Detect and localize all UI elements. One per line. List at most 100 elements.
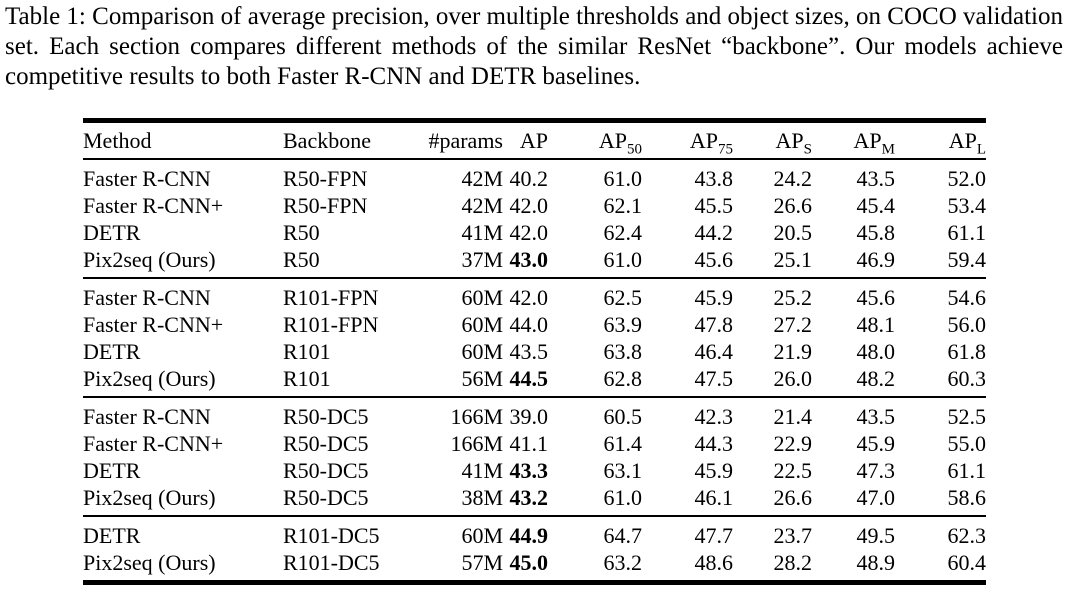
cell-aps: 24.2 [773,166,813,191]
cell-params: 166M [450,431,503,456]
table-section-r50-dc5: Faster R-CNN R50-DC5 166M 39.0 60.5 42.3 21.4 4… [83,397,986,516]
cell-apl: 55.0 [947,431,987,456]
cell-aps: 26.0 [773,366,813,391]
cell-apm: 45.9 [856,431,896,456]
cell-aps: 21.4 [773,404,813,429]
cell-backbone: R101 [283,366,331,391]
cell-ap: 42.0 [509,220,549,245]
table-row: DETR R50-DC5 41M 43.3 63.1 45.9 22.5 47.3 61.1 [83,457,986,484]
cell-ap: 43.5 [509,339,549,364]
cell-backbone: R50 [283,247,320,272]
cell-backbone: R50-DC5 [283,485,369,510]
cell-apl: 58.6 [947,485,987,510]
table-row: Pix2seq (Ours) R50-DC5 38M 43.2 61.0 46.1 26.6… [83,484,986,516]
cell-params: 37M [461,247,503,272]
cell-params: 166M [450,404,503,429]
cell-apm: 43.5 [856,404,896,429]
cell-apl: 60.3 [947,366,987,391]
cell-ap50: 63.1 [603,458,643,483]
column-header-method: Method [83,128,152,153]
cell-apl: 54.6 [947,285,987,310]
cell-apl: 52.5 [947,404,987,429]
cell-method: Pix2seq (Ours) [83,366,216,391]
column-header-subscript: 50 [627,141,642,158]
cell-method: Pix2seq (Ours) [83,550,216,575]
cell-backbone: R50-FPN [283,166,368,191]
cell-method: Faster R-CNN [83,166,211,191]
table-row: Faster R-CNN R50-DC5 166M 39.0 60.5 42.3 21.4 4… [83,397,986,430]
cell-ap: 41.1 [509,431,549,456]
cell-ap: 44.5 [509,366,549,391]
cell-method: Faster R-CNN+ [83,193,224,218]
column-header-subscript: S [803,141,812,158]
cell-backbone: R101-DC5 [283,523,380,548]
table-row: DETR R50 41M 42.0 62.4 44.2 20.5 45.8 61.1 [83,219,986,246]
cell-apl: 61.8 [947,339,987,364]
cell-backbone: R50-DC5 [283,458,369,483]
column-header-aps: APS [775,128,812,158]
cell-params: 60M [461,523,503,548]
column-header-subscript: 75 [718,141,733,158]
cell-ap: 42.0 [509,285,549,310]
cell-apl: 61.1 [947,458,987,483]
cell-aps: 22.9 [773,431,813,456]
cell-method: DETR [83,220,141,245]
cell-apm: 47.3 [856,458,896,483]
cell-method: DETR [83,523,141,548]
table-section-r50: Faster R-CNN R50-FPN 42M 40.2 61.0 43.8 24.2 43… [83,159,986,278]
cell-ap: 43.0 [509,247,549,272]
cell-apm: 45.4 [856,193,896,218]
cell-apm: 46.9 [856,247,896,272]
cell-apm: 47.0 [856,485,896,510]
column-header-ap75: AP75 [689,128,733,158]
cell-apl: 52.0 [947,166,987,191]
cell-ap: 40.2 [509,166,549,191]
cell-aps: 26.6 [773,485,813,510]
table-row: Faster R-CNN R101-FPN 60M 42.0 62.5 45.9 25.2 4… [83,278,986,311]
cell-ap75: 44.2 [694,220,734,245]
cell-ap50: 63.9 [603,312,643,337]
cell-apl: 61.1 [947,220,987,245]
cell-ap75: 42.3 [694,404,734,429]
cell-ap: 45.0 [509,550,549,575]
cell-backbone: R101-FPN [283,312,379,337]
cell-backbone: R50-DC5 [283,404,369,429]
cell-apm: 48.2 [856,366,896,391]
table-top-rule [83,118,986,123]
cell-backbone: R50-DC5 [283,431,369,456]
cell-ap75: 45.6 [694,247,734,272]
cell-params: 41M [461,458,503,483]
column-header-subscript: M [881,141,895,158]
cell-apm: 48.9 [856,550,896,575]
table-bottom-rule [83,580,986,585]
cell-ap50: 63.2 [603,550,643,575]
cell-params: 60M [461,339,503,364]
header-row: Method Backbone #params AP AP50 AP75 APS APM APL [83,123,986,159]
cell-ap: 43.2 [509,485,549,510]
table-row: Faster R-CNN R50-FPN 42M 40.2 61.0 43.8 24.2 43… [83,159,986,192]
cell-params: 57M [461,550,503,575]
cell-apm: 48.0 [856,339,896,364]
cell-ap: 39.0 [509,404,549,429]
column-header-apl: APL [948,128,986,158]
cell-apm: 45.6 [856,285,896,310]
cell-ap50: 61.0 [603,485,643,510]
cell-params: 42M [461,193,503,218]
cell-ap: 42.0 [509,193,549,218]
cell-aps: 23.7 [773,523,813,548]
cell-ap50: 62.1 [603,193,643,218]
cell-ap75: 44.3 [694,431,734,456]
cell-ap50: 64.7 [603,523,643,548]
cell-apm: 43.5 [856,166,896,191]
table-row: Faster R-CNN+ R101-FPN 60M 44.0 63.9 47.8 27.2… [83,311,986,338]
cell-ap75: 47.5 [694,366,734,391]
cell-method: Faster R-CNN+ [83,431,224,456]
table-row: Faster R-CNN+ R50-FPN 42M 42.0 62.1 45.5 26.6 4… [83,192,986,219]
cell-method: Pix2seq (Ours) [83,247,216,272]
cell-apm: 45.8 [856,220,896,245]
column-header-backbone: Backbone [283,128,371,153]
cell-backbone: R101-FPN [283,285,379,310]
cell-method: Faster R-CNN [83,404,211,429]
cell-aps: 25.1 [773,247,813,272]
